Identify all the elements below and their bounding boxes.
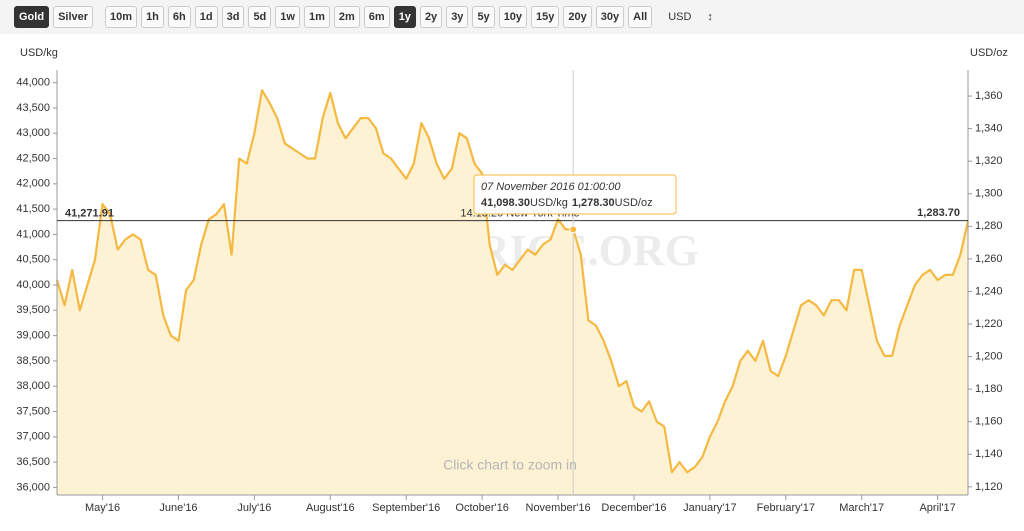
y2-tick-label: 1,180 [975, 383, 1003, 395]
y2-tick-label: 1,220 [975, 318, 1003, 330]
y2-tick-label: 1,140 [975, 448, 1003, 460]
range-button[interactable]: 10y [498, 6, 528, 28]
x-tick-label: April'17 [919, 502, 955, 514]
current-kg-label: 41,271.91 [65, 208, 114, 220]
metal-button[interactable]: Silver [53, 6, 94, 28]
y2-tick-label: 1,360 [975, 90, 1003, 102]
tooltip-values: 41,098.30USD/kg 1,278.30USD/oz [481, 197, 653, 209]
y2-tick-label: 1,300 [975, 188, 1003, 200]
range-button[interactable]: 1w [275, 6, 300, 28]
y-tick-label: 37,000 [16, 431, 50, 443]
y-tick-label: 44,000 [16, 77, 50, 89]
y-tick-label: 43,000 [16, 127, 50, 139]
select-arrow: ↕ [707, 11, 713, 23]
y-tick-label: 37,500 [16, 405, 50, 417]
x-tick-label: January'17 [683, 502, 736, 514]
tooltip-oz: 1,278.30 [572, 197, 615, 209]
zoom-hint: Click chart to zoom in [443, 457, 577, 473]
y-tick-label: 39,500 [16, 304, 50, 316]
x-tick-label: October'16 [455, 502, 508, 514]
range-button[interactable]: 30y [595, 6, 625, 28]
y-axis-title: USD/kg [20, 47, 58, 59]
tooltip-kg-unit: USD/kg [530, 197, 568, 209]
y2-tick-label: 1,240 [975, 285, 1003, 297]
y2-tick-label: 1,320 [975, 155, 1003, 167]
tooltip-oz-unit: USD/oz [615, 197, 653, 209]
range-button[interactable]: 2y [419, 6, 443, 28]
tooltip-date: 07 November 2016 01:00:00 [481, 181, 621, 193]
y-tick-label: 39,000 [16, 330, 50, 342]
y2-tick-label: 1,280 [975, 220, 1003, 232]
metal-button[interactable]: Gold [14, 6, 50, 28]
y-tick-label: 41,000 [16, 228, 50, 240]
range-button[interactable]: 15y [531, 6, 560, 28]
y2-tick-label: 1,340 [975, 123, 1003, 135]
x-tick-label: May'16 [85, 502, 120, 514]
y-tick-label: 36,000 [16, 481, 50, 493]
y2-tick-label: 1,160 [975, 416, 1003, 428]
range-button[interactable]: 1y [393, 6, 416, 28]
x-tick-label: November'16 [526, 502, 591, 514]
x-tick-label: December'16 [601, 502, 666, 514]
y-tick-label: 40,000 [16, 279, 50, 291]
y-tick-label: 41,500 [16, 203, 50, 215]
y2-tick-label: 1,120 [975, 481, 1003, 493]
range-button[interactable]: 5d [248, 6, 272, 28]
range-button[interactable]: 1m [303, 6, 330, 28]
currency-select[interactable]: USD [668, 11, 692, 23]
range-button[interactable]: 2m [333, 6, 360, 28]
y2-axis-title: USD/oz [970, 47, 1008, 59]
range-button[interactable]: 6m [363, 6, 390, 28]
line [55, 89, 970, 474]
x-tick-label: March'17 [839, 502, 884, 514]
tooltip-box [473, 174, 677, 215]
range-button[interactable]: 10m [105, 6, 138, 28]
y-tick-label: 43,500 [16, 102, 50, 114]
tooltip-kg: 41,098.30 [481, 197, 530, 209]
y-tick-label: 40,500 [16, 254, 50, 266]
range-button[interactable]: All [628, 6, 653, 28]
x-tick-label: September'16 [372, 502, 440, 514]
toolbar: Gold Silver 10m 1h 6h 1d 3d 5d 1w 1m 2m 6m 1y 2y 3y 5y 1… [0, 0, 1024, 34]
hover-point [569, 225, 578, 234]
current-oz-label: 1,283.70 [917, 207, 960, 219]
y-tick-label: 36,500 [16, 456, 50, 468]
range-button[interactable]: 20y [563, 6, 592, 28]
range-button[interactable]: 6h [167, 6, 191, 28]
y-tick-label: 42,000 [16, 178, 50, 190]
y2-tick-label: 1,260 [975, 253, 1003, 265]
range-button[interactable]: 3y [446, 6, 469, 28]
area [57, 90, 968, 495]
y2-tick-label: 1,200 [975, 350, 1003, 362]
x-tick-label: February'17 [757, 502, 815, 514]
y-tick-label: 38,500 [16, 355, 50, 367]
range-button[interactable]: 3d [221, 6, 245, 28]
x-tick-label: July'16 [237, 502, 271, 514]
range-button[interactable]: 1d [194, 6, 218, 28]
y-tick-label: 42,500 [16, 152, 50, 164]
range-button[interactable]: 5y [472, 6, 495, 28]
x-tick-label: August'16 [306, 502, 355, 514]
y-tick-label: 38,000 [16, 380, 50, 392]
x-tick-label: June'16 [159, 502, 197, 514]
range-button[interactable]: 1h [141, 6, 164, 28]
